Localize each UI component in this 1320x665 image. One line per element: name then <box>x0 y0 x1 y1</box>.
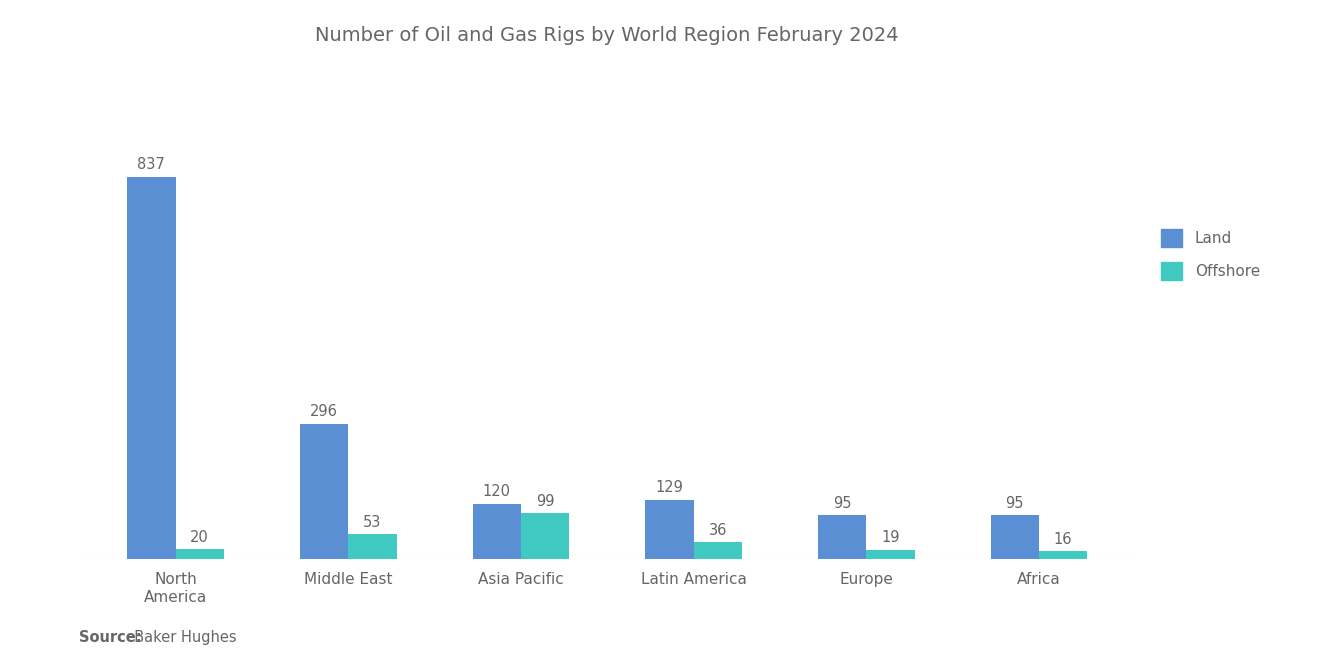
Text: 95: 95 <box>833 495 851 511</box>
Text: Source:: Source: <box>79 630 141 645</box>
Bar <box>473 504 521 559</box>
Text: Baker Hughes: Baker Hughes <box>125 630 238 645</box>
Text: 129: 129 <box>656 480 684 495</box>
Bar <box>693 542 742 559</box>
Bar <box>990 515 1039 559</box>
Text: 296: 296 <box>310 404 338 419</box>
Text: 837: 837 <box>137 158 165 172</box>
Bar <box>521 513 569 559</box>
Bar <box>176 549 224 559</box>
Bar <box>1039 551 1088 559</box>
Text: 36: 36 <box>709 523 727 537</box>
Bar <box>645 500 693 559</box>
Legend: Land, Offshore: Land, Offshore <box>1154 221 1267 287</box>
Bar <box>300 424 348 559</box>
Text: 16: 16 <box>1053 532 1072 547</box>
Bar <box>818 515 866 559</box>
Bar <box>127 177 176 559</box>
Bar <box>866 550 915 559</box>
Text: 95: 95 <box>1006 495 1024 511</box>
Text: 19: 19 <box>882 531 900 545</box>
Text: 53: 53 <box>363 515 381 530</box>
Text: 20: 20 <box>190 530 209 545</box>
Text: 99: 99 <box>536 494 554 509</box>
Title: Number of Oil and Gas Rigs by World Region February 2024: Number of Oil and Gas Rigs by World Regi… <box>315 26 899 45</box>
Text: 120: 120 <box>483 484 511 499</box>
Bar <box>348 535 396 559</box>
